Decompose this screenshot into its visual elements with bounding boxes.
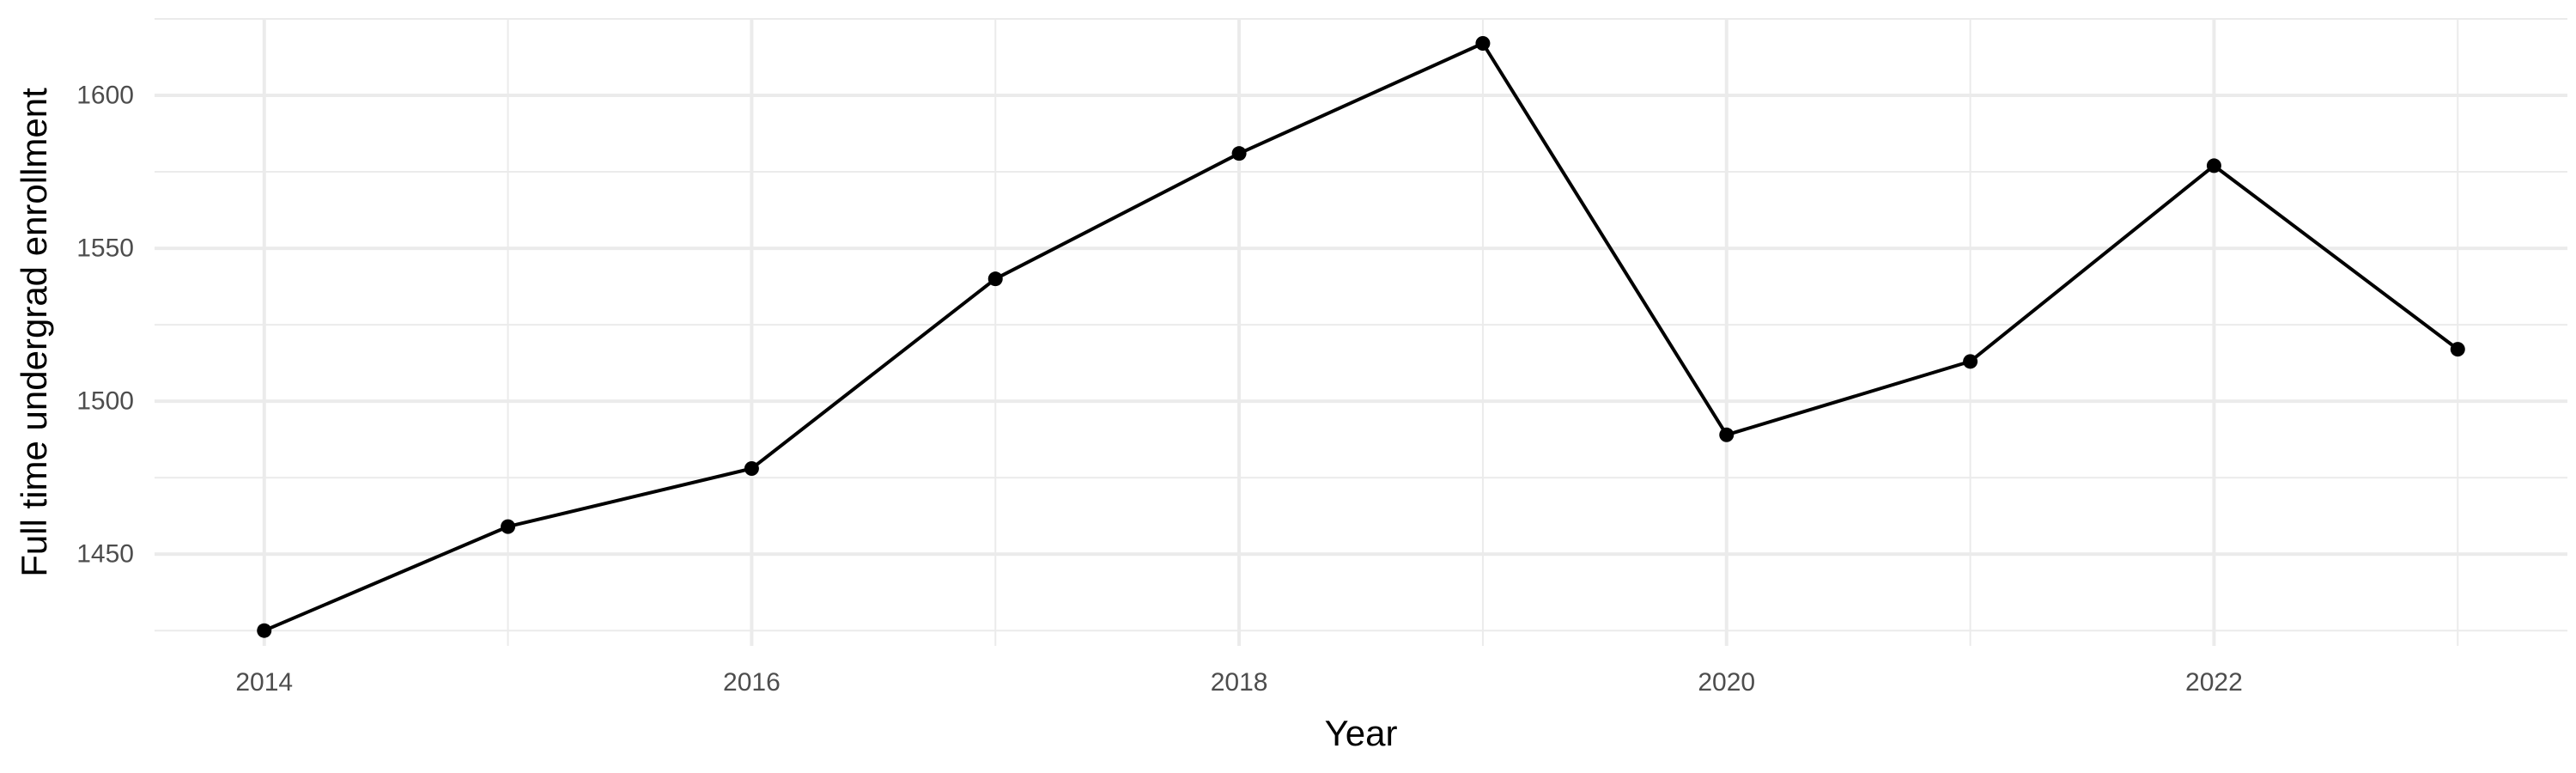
x-tick-label: 2020 <box>1698 668 1755 697</box>
data-point <box>501 519 516 534</box>
data-point <box>2450 342 2465 357</box>
data-point <box>1475 35 1491 51</box>
data-point <box>744 460 759 476</box>
x-tick-label: 2014 <box>235 668 293 697</box>
x-tick-label: 2018 <box>1211 668 1268 697</box>
y-tick-label: 1600 <box>76 82 134 110</box>
data-point <box>2206 158 2221 173</box>
x-tick-label: 2016 <box>723 668 781 697</box>
minor-gridlines <box>155 18 2567 646</box>
series-line <box>263 41 2459 633</box>
data-point <box>1231 146 1247 161</box>
y-tick-label: 1550 <box>76 234 134 263</box>
y-axis-tick-labels: 1450 1500 1550 1600 <box>76 82 134 569</box>
x-axis-tick-labels: 2014 2016 2018 2020 2022 <box>235 668 2242 697</box>
x-axis-title: Year <box>1325 713 1398 753</box>
y-axis-title: Full time undergrad enrollment <box>14 88 54 577</box>
y-tick-label: 1450 <box>76 540 134 569</box>
data-point <box>1963 354 1978 369</box>
data-points-group <box>257 35 2465 638</box>
data-point <box>987 271 1003 287</box>
y-tick-label: 1500 <box>76 387 134 416</box>
series-line-group <box>263 41 2459 633</box>
major-gridlines <box>155 19 2567 646</box>
data-point <box>257 623 272 638</box>
data-point <box>1719 427 1735 442</box>
x-tick-label: 2022 <box>2185 668 2243 697</box>
